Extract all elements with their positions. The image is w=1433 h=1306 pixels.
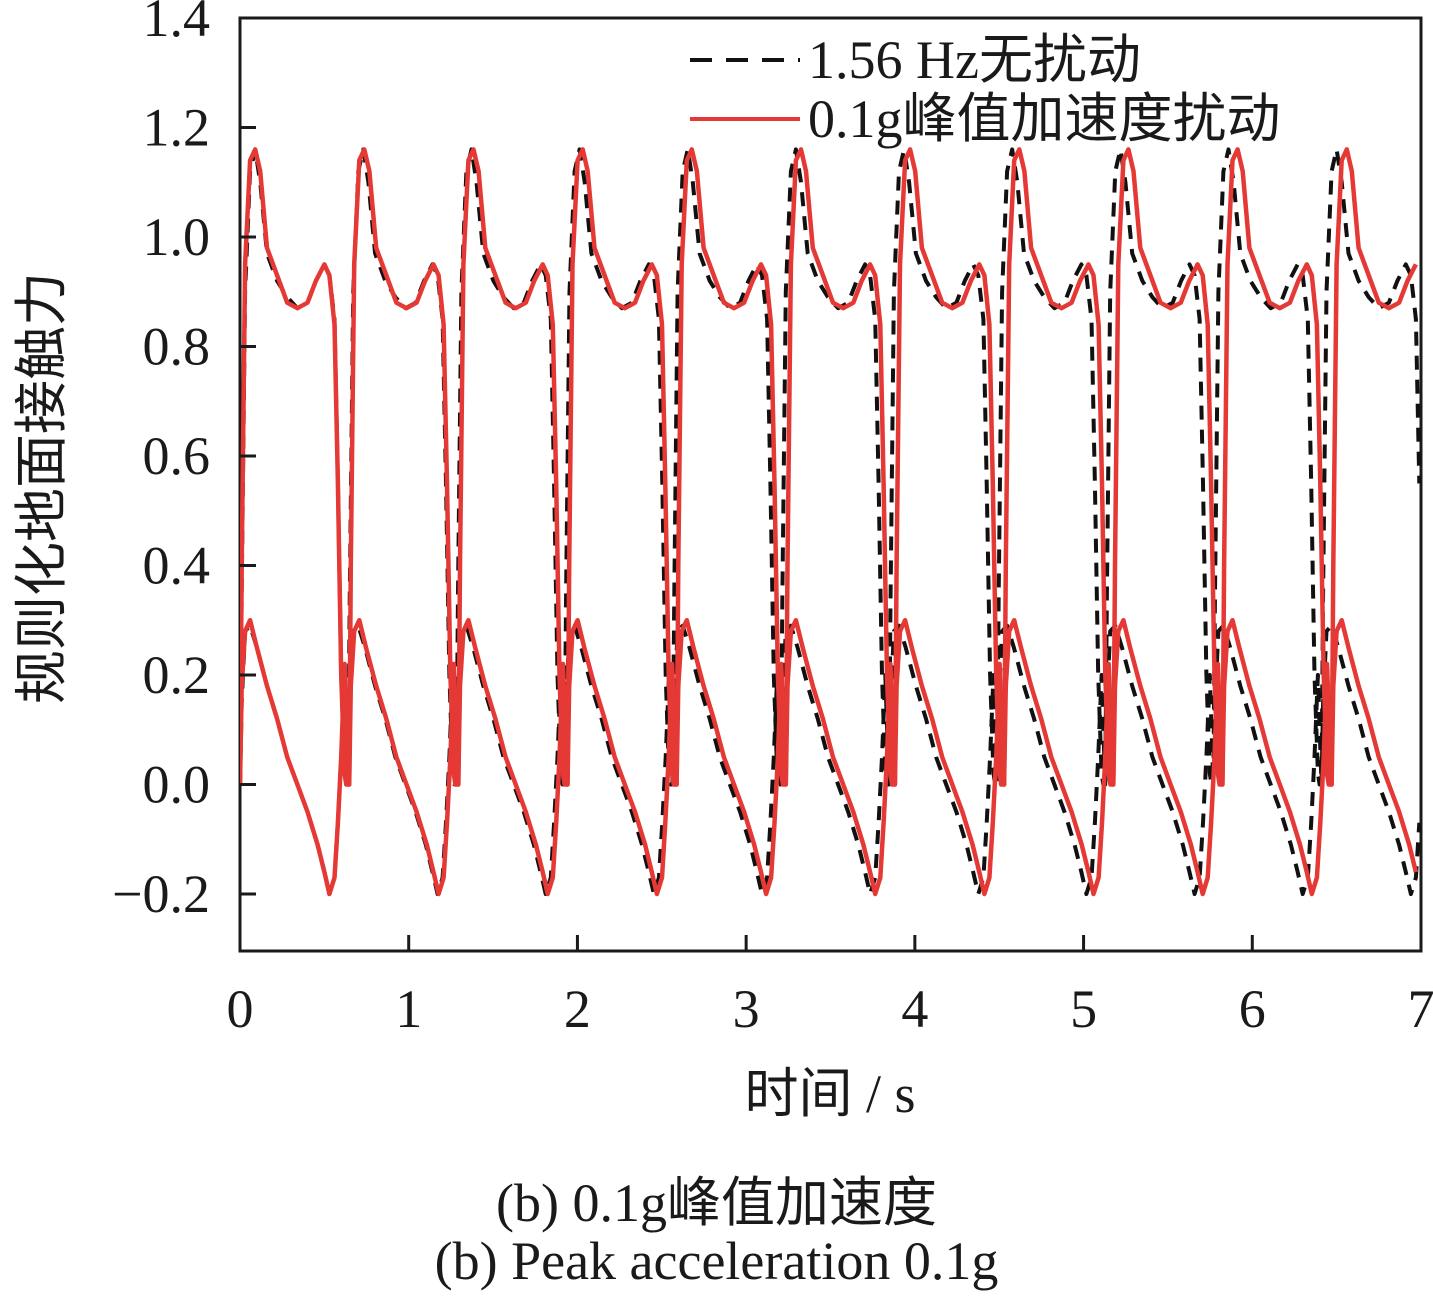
x-tick-label: 1 xyxy=(395,979,422,1039)
series-disturbed-swing-trace xyxy=(240,617,1419,897)
y-tick-label: 0.0 xyxy=(143,755,211,815)
y-tick-label: 0.2 xyxy=(143,645,211,705)
x-tick-label: 5 xyxy=(1070,979,1097,1039)
chart: 0 1 2 3 4 5 6 7 −0.2 0.0 0.2 0.4 0.6 0.8 1.0 1.2 1.4 1.5… xyxy=(12,0,1433,1124)
y-tick-label: −0.2 xyxy=(112,864,210,924)
plot-frame xyxy=(238,16,1423,953)
y-tick-label: 0.4 xyxy=(143,536,211,596)
series-baseline-stance-trace xyxy=(240,147,1421,787)
x-tick-label: 0 xyxy=(227,979,254,1039)
y-tick-label: 1.4 xyxy=(143,0,211,48)
y-axis-title: 规则化地面接触力 xyxy=(12,272,72,704)
x-tick-label: 4 xyxy=(901,979,928,1039)
y-tick-label: 0.6 xyxy=(143,426,211,486)
caption-english: (b) Peak acceleration 0.1g xyxy=(434,1231,999,1291)
y-tick-label: 1.0 xyxy=(143,207,211,267)
legend-label-baseline: 1.56 Hz无扰动 xyxy=(808,30,1141,90)
x-tick-label: 7 xyxy=(1408,979,1433,1039)
x-tick-label: 6 xyxy=(1239,979,1266,1039)
caption-chinese: (b) 0.1g峰值加速度 xyxy=(496,1173,937,1233)
y-tick-label: 1.2 xyxy=(143,98,211,158)
y-tick-label: 0.8 xyxy=(143,317,211,377)
x-tick-label: 2 xyxy=(564,979,591,1039)
legend-label-disturbed: 0.1g峰值加速度扰动 xyxy=(808,89,1281,149)
x-axis-title: 时间 / s xyxy=(744,1064,915,1124)
legend: 1.56 Hz无扰动 0.1g峰值加速度扰动 xyxy=(690,30,1281,149)
x-tick-label: 3 xyxy=(733,979,760,1039)
